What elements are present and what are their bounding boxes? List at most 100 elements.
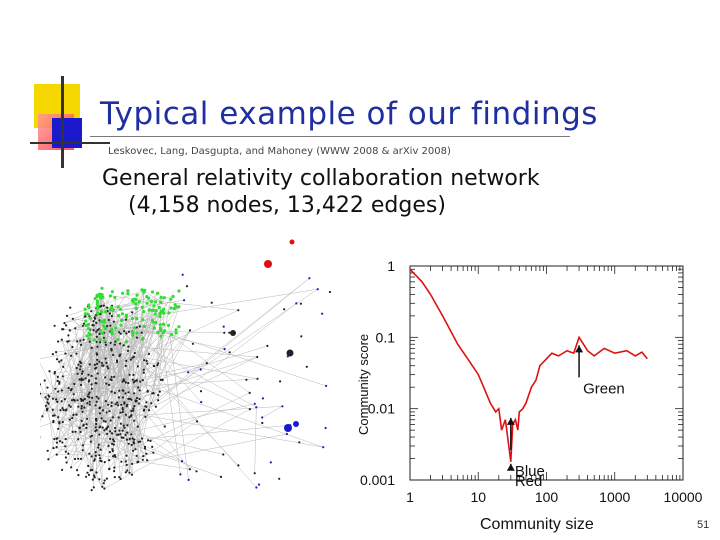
network-node [141, 458, 144, 461]
network-node [79, 368, 82, 371]
network-node [100, 293, 104, 297]
network-node [79, 383, 83, 386]
network-edge [120, 403, 255, 435]
network-node [245, 378, 248, 381]
x-tick-label: 10 [470, 489, 486, 505]
network-node [86, 395, 89, 398]
network-node [177, 289, 181, 293]
x-tick-label: 1 [406, 489, 414, 505]
network-node [57, 340, 60, 343]
network-node [135, 293, 139, 297]
network-node [123, 426, 126, 429]
network-node [139, 440, 142, 443]
network-node [94, 367, 97, 370]
network-node [70, 399, 74, 402]
network-node [142, 368, 145, 371]
logo-vertical-line [61, 76, 64, 168]
network-node [120, 436, 123, 439]
network-node [158, 326, 162, 330]
network-edge [132, 306, 180, 451]
network-edge [52, 374, 89, 411]
network-node [53, 370, 56, 374]
network-node [261, 397, 264, 400]
network-node [102, 336, 106, 339]
network-node [126, 431, 129, 434]
network-node [133, 392, 136, 395]
annotation-label: Blue [515, 463, 545, 480]
network-node [142, 324, 146, 329]
network-edge [48, 409, 124, 460]
network-node [113, 476, 116, 479]
network-edge [72, 318, 86, 322]
network-edge [96, 336, 106, 422]
network-node [133, 326, 137, 330]
y-tick-label: 1 [387, 258, 395, 274]
network-node [283, 308, 286, 311]
network-node [78, 426, 81, 429]
network-edge [56, 424, 291, 448]
network-node [107, 367, 110, 370]
network-edge [125, 414, 139, 443]
network-node [151, 445, 154, 448]
network-node [108, 468, 111, 471]
network-node [113, 470, 116, 473]
network-node [99, 341, 102, 344]
network-node [108, 410, 111, 413]
network-node [69, 389, 72, 392]
network-node [55, 453, 58, 456]
logo-decoration [30, 70, 110, 170]
network-node [159, 295, 163, 299]
network-node [78, 378, 81, 381]
network-edge [122, 430, 139, 443]
network-edge [110, 295, 239, 311]
network-node [92, 474, 96, 477]
network-node [95, 395, 98, 398]
network-node [40, 392, 41, 395]
network-edge [91, 311, 239, 466]
network-edge [56, 454, 100, 456]
network-node [79, 343, 83, 346]
network-node [103, 487, 106, 490]
network-edge [70, 278, 310, 468]
network-node [228, 351, 231, 354]
network-edge [64, 313, 86, 324]
network-node [71, 430, 74, 433]
network-node [169, 297, 173, 301]
network-edge [116, 361, 166, 427]
network-edge [80, 310, 114, 459]
network-node [91, 468, 94, 471]
network-node [76, 340, 79, 343]
network-node [142, 371, 145, 374]
network-node [132, 373, 135, 376]
network-node [94, 454, 97, 457]
network-edge [70, 305, 113, 468]
network-node [130, 433, 133, 436]
network-node [104, 376, 107, 379]
network-node [140, 288, 144, 292]
network-node [156, 291, 160, 295]
network-node [116, 338, 120, 342]
network-node [133, 351, 136, 355]
network-edge [40, 393, 54, 416]
network-node [67, 387, 70, 390]
network-edge [46, 337, 105, 411]
network-node [77, 474, 80, 477]
network-node [82, 378, 85, 381]
network-node [113, 296, 117, 300]
network-node [54, 387, 57, 390]
network-node [279, 380, 282, 383]
network-edge [62, 353, 150, 377]
network-node [126, 403, 129, 406]
network-node [44, 396, 47, 399]
network-edge [88, 324, 101, 450]
axis-tick-labels: 1 10 100 1000 10000 1 0.1 0.01 0.001 [360, 258, 703, 505]
network-node [109, 305, 114, 309]
network-edge [70, 390, 97, 431]
network-node [100, 417, 103, 420]
network-node [75, 352, 78, 355]
network-node [157, 305, 161, 310]
network-node [92, 329, 95, 332]
network-node [57, 416, 60, 419]
network-node [64, 445, 67, 448]
network-node [74, 327, 77, 330]
